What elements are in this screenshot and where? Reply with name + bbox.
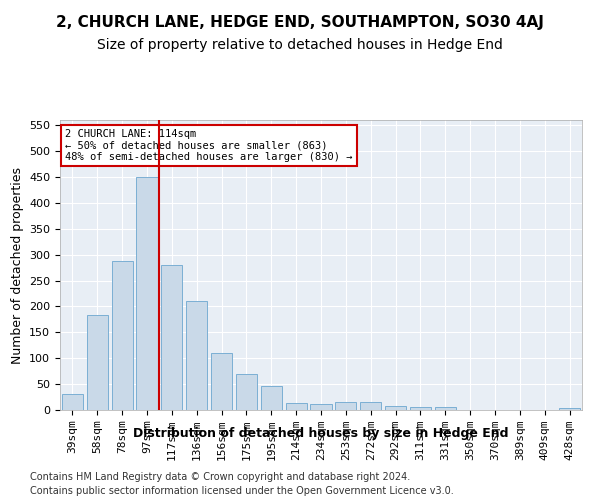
Text: 2, CHURCH LANE, HEDGE END, SOUTHAMPTON, SO30 4AJ: 2, CHURCH LANE, HEDGE END, SOUTHAMPTON, … <box>56 15 544 30</box>
Bar <box>211 353 232 410</box>
Text: Contains public sector information licensed under the Open Government Licence v3: Contains public sector information licen… <box>30 486 454 496</box>
Bar <box>236 374 257 410</box>
Bar <box>62 394 83 410</box>
Bar <box>136 177 158 410</box>
Bar <box>435 408 456 410</box>
Bar <box>261 386 282 410</box>
Bar <box>559 408 580 410</box>
Bar <box>385 406 406 410</box>
Text: Contains HM Land Registry data © Crown copyright and database right 2024.: Contains HM Land Registry data © Crown c… <box>30 472 410 482</box>
Text: Distribution of detached houses by size in Hedge End: Distribution of detached houses by size … <box>133 428 509 440</box>
Bar <box>360 402 381 410</box>
Bar <box>87 315 108 410</box>
Text: Size of property relative to detached houses in Hedge End: Size of property relative to detached ho… <box>97 38 503 52</box>
Bar <box>310 404 332 410</box>
Bar <box>186 301 207 410</box>
Bar <box>112 262 133 410</box>
Bar <box>286 404 307 410</box>
Bar <box>161 265 182 410</box>
Bar <box>410 408 431 410</box>
Y-axis label: Number of detached properties: Number of detached properties <box>11 166 23 364</box>
Text: 2 CHURCH LANE: 114sqm
← 50% of detached houses are smaller (863)
48% of semi-det: 2 CHURCH LANE: 114sqm ← 50% of detached … <box>65 128 353 162</box>
Bar <box>335 402 356 410</box>
